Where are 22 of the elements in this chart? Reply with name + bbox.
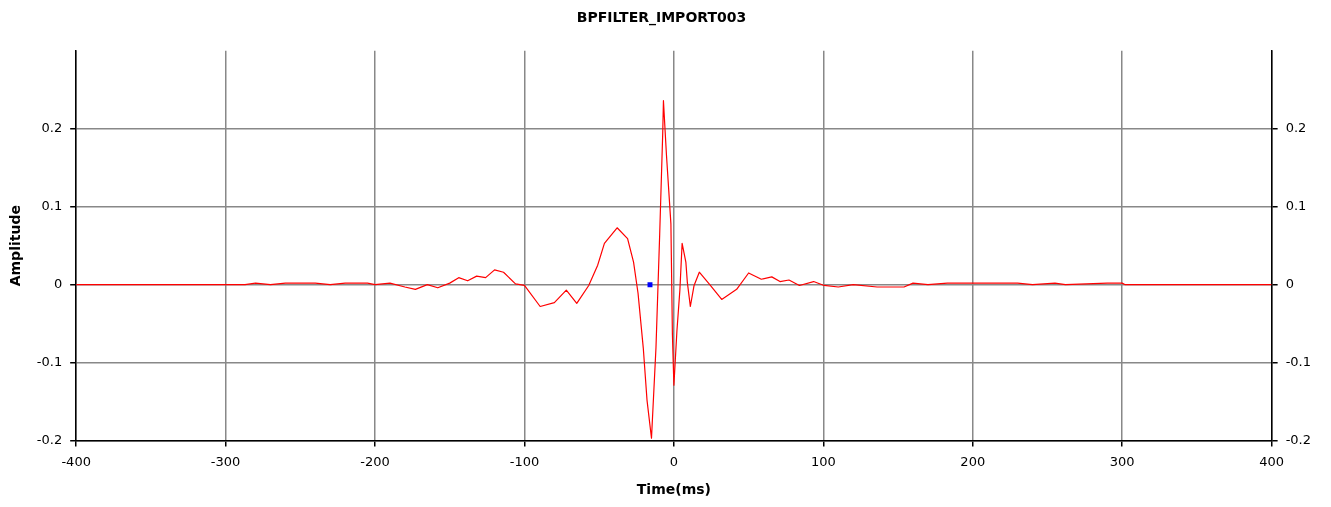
- x-tick-label: -300: [210, 453, 241, 469]
- x-tick-label: -200: [360, 453, 390, 469]
- y2-tick-label: -0.2: [1285, 431, 1312, 447]
- y2-tick-label: 0.2: [1285, 120, 1307, 136]
- y-tick-label: 0.2: [41, 120, 63, 136]
- y2-tick-label: 0.1: [1285, 198, 1307, 214]
- x-tick-label: 300: [1109, 453, 1135, 469]
- y-tick-label: -0.1: [36, 354, 63, 370]
- y2-tick-label: 0: [1285, 276, 1294, 292]
- y-tick-label: 0: [53, 276, 63, 292]
- x-tick-label: 100: [810, 453, 836, 469]
- chart-title: BPFILTER_IMPORT003: [576, 9, 747, 27]
- x-tick-label: 200: [960, 453, 986, 469]
- y-axis-title: Amplitude: [7, 205, 24, 287]
- x-tick-label: -400: [61, 453, 91, 469]
- x-tick-label: -100: [509, 453, 540, 469]
- y2-tick-label: -0.1: [1285, 354, 1312, 370]
- x-tick-label: 0: [669, 453, 679, 469]
- x-tick-label: 400: [1259, 453, 1285, 469]
- y-tick-label: 0.1: [41, 198, 63, 214]
- x-axis-title: Time(ms): [636, 481, 711, 498]
- y-tick-label: -0.2: [36, 431, 63, 447]
